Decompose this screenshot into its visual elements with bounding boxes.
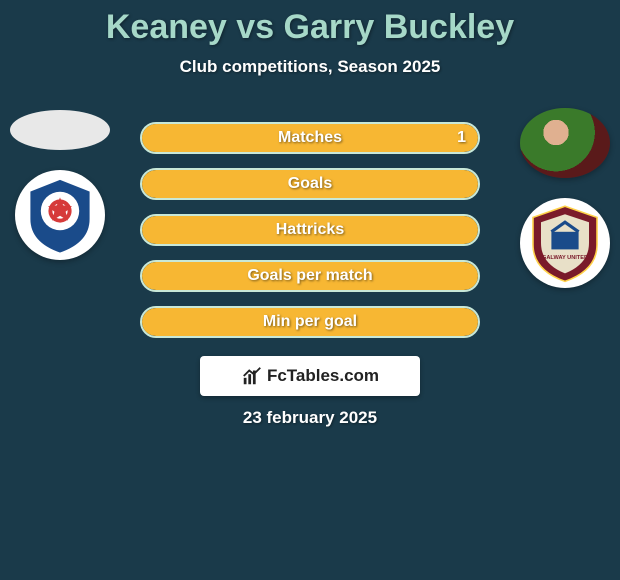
date-text: 23 february 2025	[0, 408, 620, 428]
stat-fill-right	[310, 170, 478, 198]
subtitle: Club competitions, Season 2025	[0, 57, 620, 77]
stat-bar: Goals	[140, 168, 480, 200]
right-column: GALWAY UNITED	[520, 108, 610, 288]
page-title: Keaney vs Garry Buckley	[0, 0, 620, 47]
player-photo-right	[520, 108, 610, 178]
stats-list: Matches 1 Goals Hattricks Goals per match Min…	[140, 122, 480, 338]
stat-label: Min per goal	[263, 313, 357, 331]
shield-icon: GALWAY UNITED	[525, 203, 605, 283]
shield-icon	[20, 175, 100, 255]
player-photo-left	[10, 110, 110, 150]
source-logo: FcTables.com	[200, 356, 420, 396]
stat-bar: Goals per match	[140, 260, 480, 292]
left-column	[10, 110, 110, 260]
stat-label: Matches	[278, 129, 342, 147]
source-logo-text: FcTables.com	[267, 366, 379, 386]
stat-bar: Hattricks	[140, 214, 480, 246]
stat-bar: Min per goal	[140, 306, 480, 338]
chart-icon	[241, 365, 263, 387]
stat-label: Goals	[288, 175, 332, 193]
club-crest-left	[15, 170, 105, 260]
stat-label: Goals per match	[247, 267, 372, 285]
stat-bar: Matches 1	[140, 122, 480, 154]
stat-fill-left	[142, 170, 310, 198]
svg-text:GALWAY UNITED: GALWAY UNITED	[542, 255, 588, 261]
stat-label: Hattricks	[276, 221, 344, 239]
stat-value-right: 1	[457, 129, 466, 147]
club-crest-right: GALWAY UNITED	[520, 198, 610, 288]
